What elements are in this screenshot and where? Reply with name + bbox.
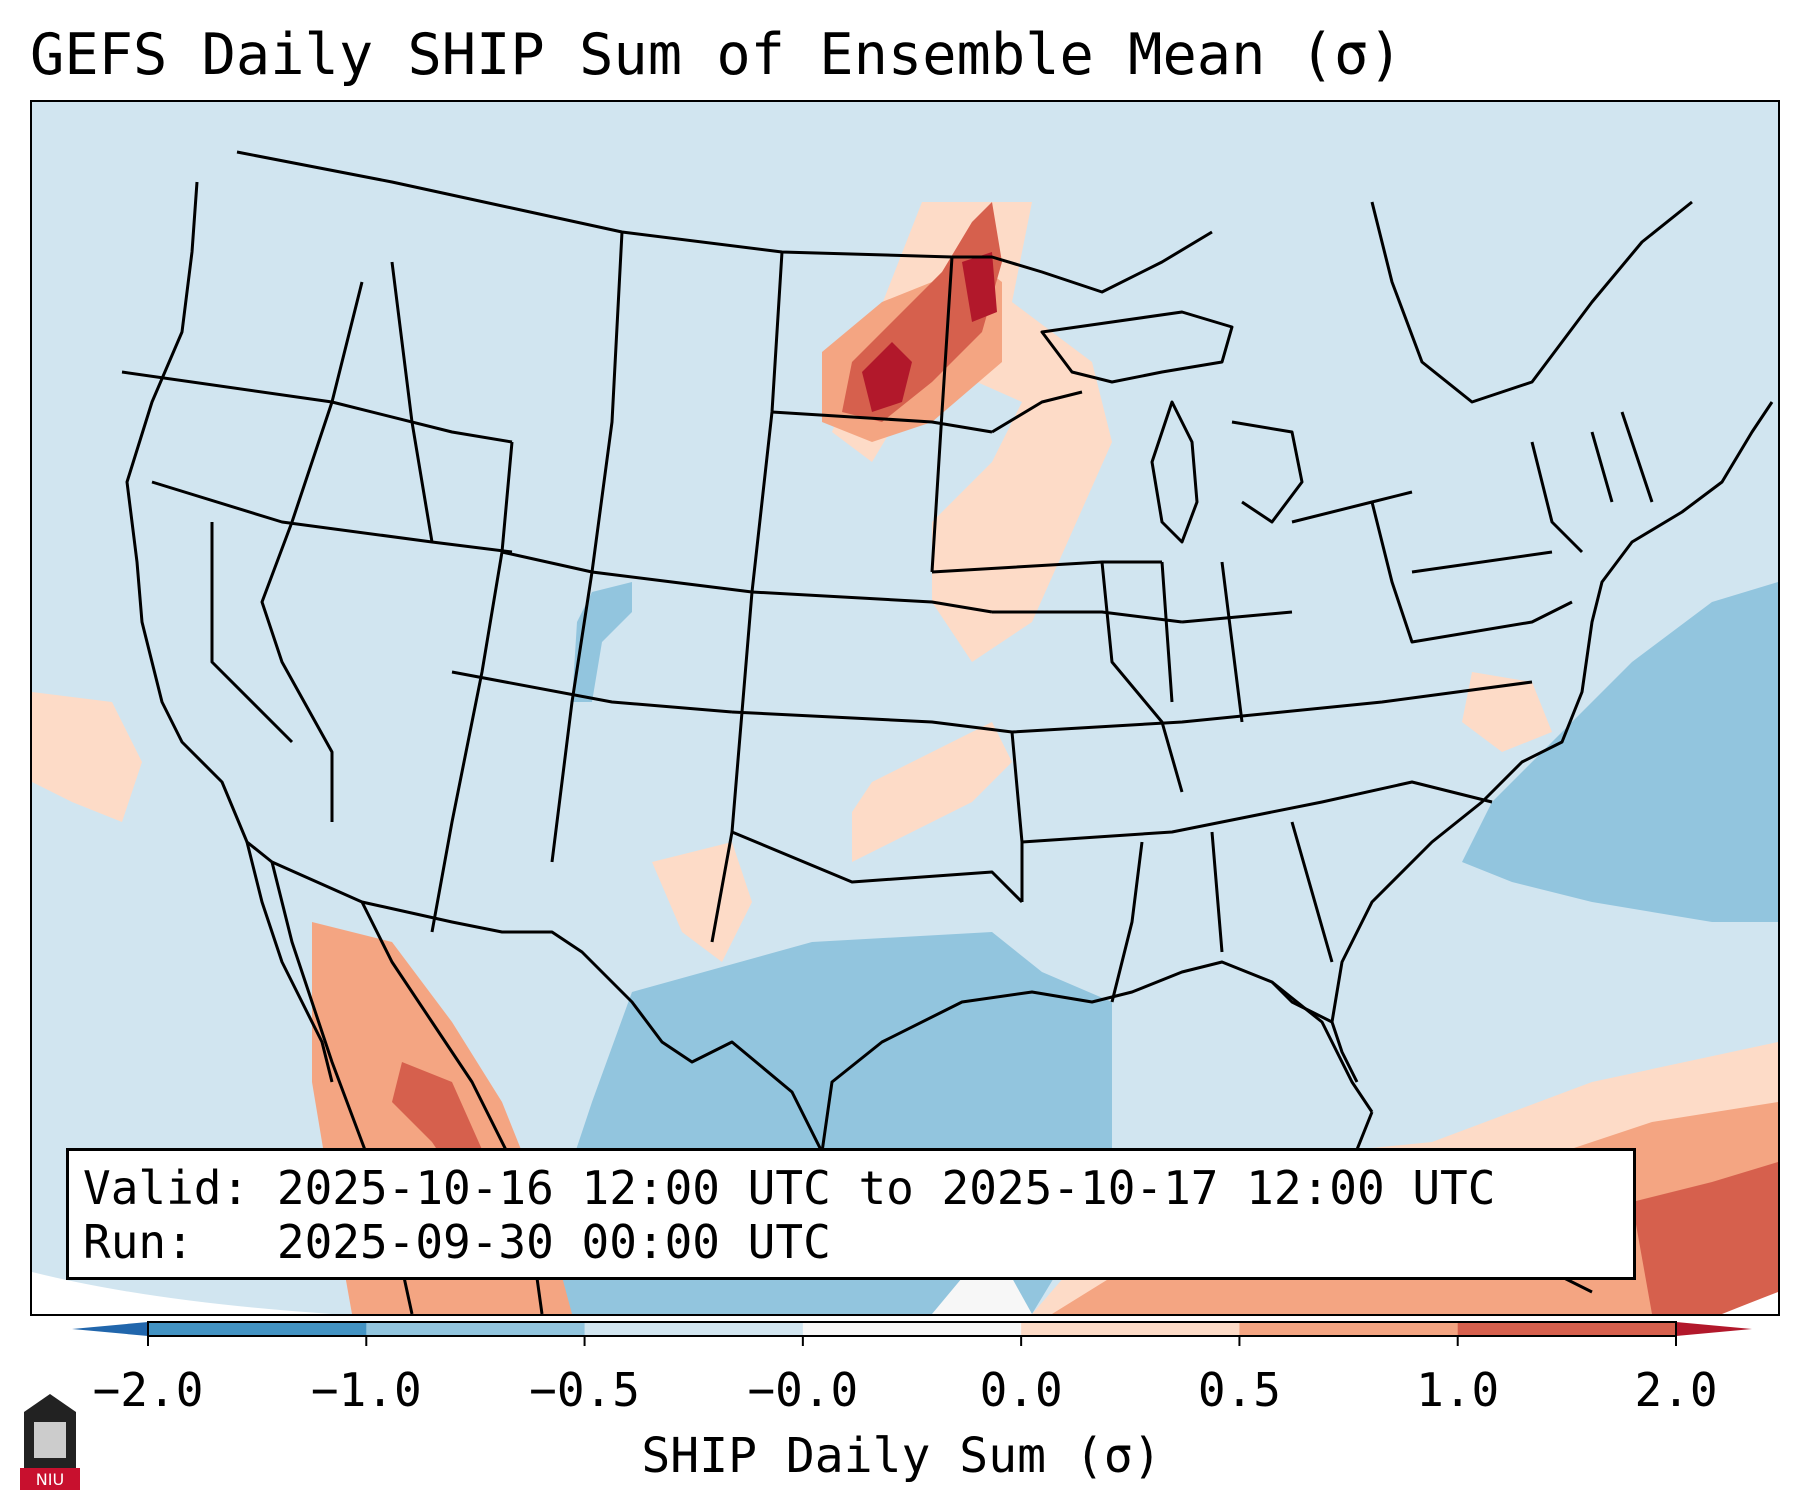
great-lakes-huron-erie xyxy=(1231,420,1413,524)
field-neg-atlantic xyxy=(1462,582,1778,922)
valid-run-info-box: Valid: 2025-10-16 12:00 UTC to 2025-10-1… xyxy=(66,1148,1636,1280)
domain-edge xyxy=(32,1272,332,1314)
colorbar-bin xyxy=(1021,1322,1240,1336)
field-pos-southern-plains xyxy=(852,722,1012,862)
colorbar-bin xyxy=(802,1322,1022,1336)
field-pos-dakota-max-2 xyxy=(962,252,997,322)
colorbar-outline xyxy=(147,1321,1677,1337)
map-title: GEFS Daily SHIP Sum of Ensemble Mean (σ) xyxy=(30,22,1403,88)
colorbar-tick-label: 2.0 xyxy=(1634,1363,1717,1417)
gulf-coast xyxy=(820,960,1374,1153)
colorbar-bin xyxy=(584,1322,804,1336)
great-lakes-michigan xyxy=(1150,400,1199,544)
east-coast xyxy=(1330,401,1774,1023)
colorbar-tick-label: 0.0 xyxy=(980,1363,1063,1417)
field-pos-mid-atlantic xyxy=(1462,672,1552,752)
field-pos-caribbean-strong xyxy=(1632,1162,1778,1314)
colorbar-ticks: −2.0 −1.0 −0.5 −0.0 0.0 0.5 1.0 2.0 xyxy=(93,1336,1718,1417)
run-label: Run: xyxy=(83,1215,194,1269)
colorbar-tick-label: −0.5 xyxy=(529,1363,640,1417)
colorbar-bin xyxy=(1457,1322,1677,1336)
valid-value: 2025-10-16 12:00 UTC to 2025-10-17 12:00… xyxy=(276,1161,1496,1215)
state-lines-midwest xyxy=(931,390,1293,793)
mexico-border xyxy=(271,860,824,1153)
domain-edge-right xyxy=(1722,1292,1778,1314)
state-lines-mountain xyxy=(390,231,753,933)
run-value: 2025-09-30 00:00 UTC xyxy=(276,1215,831,1269)
great-lakes-superior xyxy=(1040,310,1234,384)
colorbar-label: SHIP Daily Sum (σ) xyxy=(641,1428,1162,1484)
colorbar: −2.0 −1.0 −0.5 −0.0 0.0 0.5 1.0 2.0 xyxy=(72,1321,1752,1417)
colorbar-tick-label: −1.0 xyxy=(311,1363,422,1417)
university-tower-icon: NIU xyxy=(20,1394,80,1490)
colorbar-bin xyxy=(1239,1322,1459,1336)
west-coast xyxy=(125,181,273,864)
canada-coast-hudson xyxy=(1370,200,1693,404)
state-lines-west xyxy=(121,281,513,822)
colorbar-tick-label: 0.5 xyxy=(1198,1363,1281,1417)
logo-text: NIU xyxy=(36,1470,64,1489)
field-pos-new-mexico xyxy=(652,842,752,962)
baja-coast xyxy=(245,841,334,1083)
state-lines-south xyxy=(1011,680,1533,1003)
colorbar-over-extension xyxy=(1676,1322,1752,1336)
colorbar-tick-label: 1.0 xyxy=(1416,1363,1499,1417)
map-panel xyxy=(30,100,1780,1316)
colorbar-under-extension xyxy=(72,1322,148,1336)
field-pos-west-coast xyxy=(32,692,142,822)
field-pos-dakota-max xyxy=(862,342,912,412)
colorbar-tick-label: −2.0 xyxy=(93,1363,204,1417)
state-lines-northeast xyxy=(1370,411,1654,644)
colorbar-bins xyxy=(148,1322,1677,1336)
valid-label: Valid: xyxy=(83,1161,250,1215)
canada-us-border xyxy=(236,150,1213,294)
map-canvas xyxy=(32,150,1778,1314)
colorbar-bin xyxy=(366,1322,586,1336)
state-lines-plains xyxy=(710,251,1024,943)
colorbar-tick-label: −0.0 xyxy=(747,1363,858,1417)
colorbar-bin xyxy=(148,1322,367,1336)
